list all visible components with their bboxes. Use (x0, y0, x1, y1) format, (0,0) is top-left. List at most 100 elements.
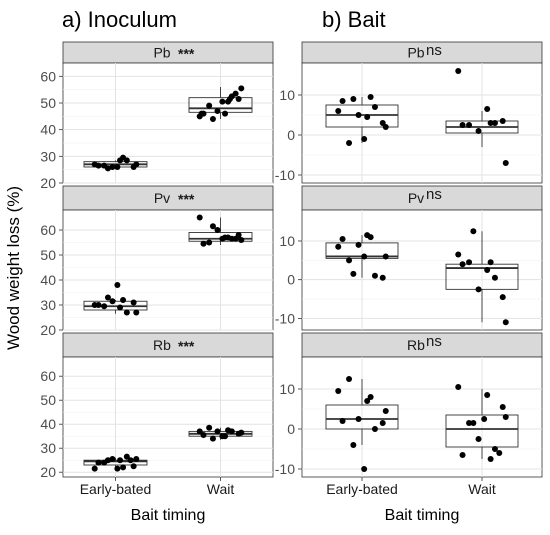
data-point (499, 294, 506, 301)
data-point (350, 442, 357, 448)
data-point (109, 456, 116, 462)
data-point (95, 302, 102, 308)
data-point (91, 465, 98, 472)
data-point (379, 420, 386, 426)
data-point (114, 164, 121, 170)
y-tick-label: 30 (40, 440, 56, 456)
x-axis-label: Bait timing (385, 507, 460, 524)
data-point (350, 96, 357, 102)
y-tick-label: 10 (279, 87, 295, 103)
data-point (209, 223, 216, 230)
facet-strip-label: Rb (153, 337, 171, 353)
data-point (491, 274, 498, 281)
data-point (117, 457, 124, 464)
data-point (339, 236, 346, 243)
significance-label: *** (178, 191, 195, 207)
facet-plot-area (301, 356, 543, 478)
data-point (502, 160, 509, 166)
data-point (379, 274, 386, 281)
data-point (209, 116, 216, 122)
data-point (196, 214, 203, 221)
y-tick-label: -10 (275, 461, 295, 477)
data-point (487, 259, 494, 266)
data-point (219, 98, 226, 105)
data-point (455, 384, 462, 390)
data-point (232, 235, 239, 242)
data-point (209, 435, 216, 442)
data-point (475, 286, 482, 293)
data-point (491, 446, 498, 452)
panel-title-0: a) Inoculum (62, 7, 177, 32)
data-point (484, 267, 491, 273)
data-point (214, 227, 221, 233)
data-point (496, 450, 503, 456)
x-tick-label: Wait (468, 481, 496, 497)
facet-strip (301, 185, 543, 211)
data-point (466, 420, 473, 426)
data-point (491, 120, 498, 126)
data-point (459, 122, 466, 128)
data-point (487, 120, 494, 126)
data-point (200, 432, 207, 438)
data-point (130, 463, 137, 470)
data-point (475, 128, 482, 134)
data-point (499, 118, 506, 124)
data-point (459, 261, 466, 268)
y-tick-label: 40 (40, 122, 56, 138)
data-point (502, 414, 509, 420)
data-point (114, 465, 121, 472)
data-point (335, 243, 342, 250)
box-iqr (325, 104, 399, 128)
y-tick-label: 40 (40, 272, 56, 288)
data-point (367, 94, 374, 100)
data-point (371, 426, 378, 432)
data-point (382, 253, 389, 260)
data-point (481, 416, 488, 422)
data-point (355, 112, 362, 118)
facet-strip-label: Pv (408, 190, 424, 206)
data-point (350, 270, 357, 277)
data-point (367, 394, 374, 400)
significance-label: ns (426, 42, 442, 59)
data-point (339, 98, 346, 104)
data-point (95, 459, 102, 466)
data-point (484, 106, 491, 112)
y-tick-label: 60 (40, 222, 56, 238)
box-iqr (83, 459, 148, 466)
data-point (196, 428, 203, 435)
significance-label: *** (178, 338, 195, 354)
data-point (200, 240, 207, 247)
data-point (222, 110, 229, 117)
data-point (109, 298, 116, 305)
y-tick-label: 20 (40, 175, 56, 191)
data-point (470, 420, 477, 426)
data-point (346, 140, 353, 146)
data-point (219, 235, 226, 242)
data-point (346, 257, 353, 264)
y-tick-label: 40 (40, 416, 56, 432)
data-point (198, 110, 205, 117)
data-point (225, 234, 232, 241)
data-point (101, 303, 108, 310)
data-point (238, 85, 245, 92)
significance-label: ns (426, 333, 442, 350)
data-point (214, 428, 221, 435)
y-tick-label: 50 (40, 95, 56, 111)
y-tick-label: 50 (40, 392, 56, 408)
data-point (219, 433, 226, 440)
data-point (123, 309, 130, 316)
data-point (470, 228, 477, 235)
data-point (355, 241, 362, 248)
data-point (487, 456, 494, 462)
data-point (466, 122, 473, 128)
data-point (364, 398, 371, 404)
data-point (459, 452, 466, 458)
data-point (235, 96, 242, 102)
data-point (95, 162, 102, 169)
data-point (346, 376, 353, 382)
facet-strip-label: Pb (153, 45, 170, 61)
data-point (361, 466, 368, 472)
data-point (114, 282, 121, 288)
y-tick-label: 20 (40, 464, 56, 480)
y-tick-label: 0 (287, 421, 295, 437)
